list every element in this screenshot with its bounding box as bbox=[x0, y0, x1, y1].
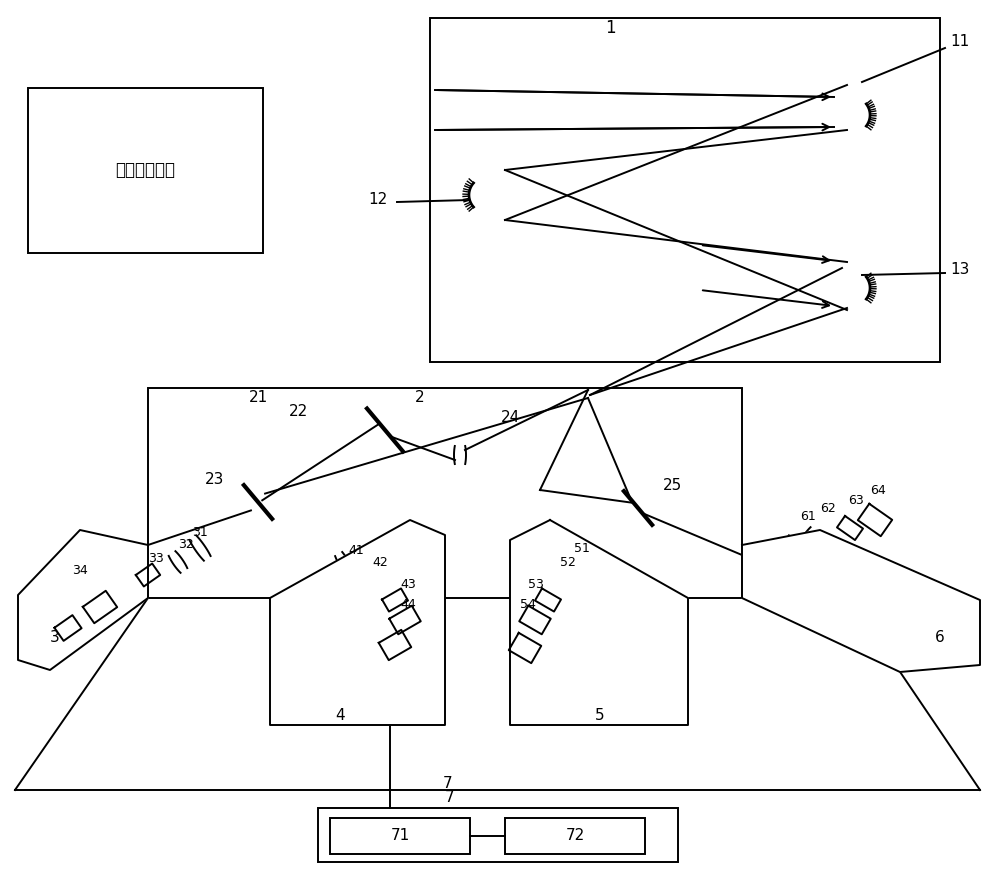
Text: 11: 11 bbox=[950, 34, 970, 49]
Text: 4: 4 bbox=[335, 707, 345, 722]
Text: 61: 61 bbox=[800, 509, 816, 523]
Bar bbox=[28, 88, 263, 253]
Text: 51: 51 bbox=[574, 541, 590, 555]
Text: 33: 33 bbox=[148, 552, 164, 564]
Bar bbox=[318, 808, 678, 862]
Bar bbox=[148, 388, 742, 598]
Text: 42: 42 bbox=[372, 555, 388, 569]
Text: 43: 43 bbox=[400, 578, 416, 592]
Text: 24: 24 bbox=[500, 411, 520, 426]
Polygon shape bbox=[510, 520, 688, 725]
Text: 12: 12 bbox=[368, 192, 388, 208]
Text: 53: 53 bbox=[528, 578, 544, 592]
Polygon shape bbox=[18, 530, 148, 670]
Text: 54: 54 bbox=[520, 599, 536, 612]
Text: 41: 41 bbox=[348, 544, 364, 556]
Text: 7: 7 bbox=[445, 790, 455, 805]
Bar bbox=[505, 818, 645, 854]
Text: 13: 13 bbox=[950, 262, 970, 277]
Text: 44: 44 bbox=[400, 599, 416, 612]
Text: 21: 21 bbox=[248, 389, 268, 404]
Text: 72: 72 bbox=[565, 828, 585, 843]
Bar bbox=[330, 818, 470, 854]
Text: 7: 7 bbox=[443, 776, 453, 791]
Text: 71: 71 bbox=[390, 828, 410, 843]
Text: 63: 63 bbox=[848, 494, 864, 507]
Text: 目标与背景光: 目标与背景光 bbox=[115, 161, 175, 179]
Text: 1: 1 bbox=[605, 19, 615, 37]
Text: 2: 2 bbox=[415, 389, 425, 404]
Polygon shape bbox=[270, 520, 445, 725]
Text: 3: 3 bbox=[50, 630, 60, 645]
Text: 5: 5 bbox=[595, 707, 605, 722]
Text: 25: 25 bbox=[662, 478, 682, 493]
Bar bbox=[430, 18, 940, 362]
Text: 52: 52 bbox=[560, 555, 576, 569]
Text: 64: 64 bbox=[870, 484, 886, 496]
Text: 62: 62 bbox=[820, 502, 836, 515]
Text: 34: 34 bbox=[72, 563, 88, 577]
Text: 6: 6 bbox=[935, 630, 945, 645]
Text: 31: 31 bbox=[192, 525, 208, 539]
Text: 23: 23 bbox=[205, 472, 225, 487]
Text: 22: 22 bbox=[288, 404, 308, 419]
Text: 32: 32 bbox=[178, 539, 194, 552]
Polygon shape bbox=[742, 530, 980, 672]
